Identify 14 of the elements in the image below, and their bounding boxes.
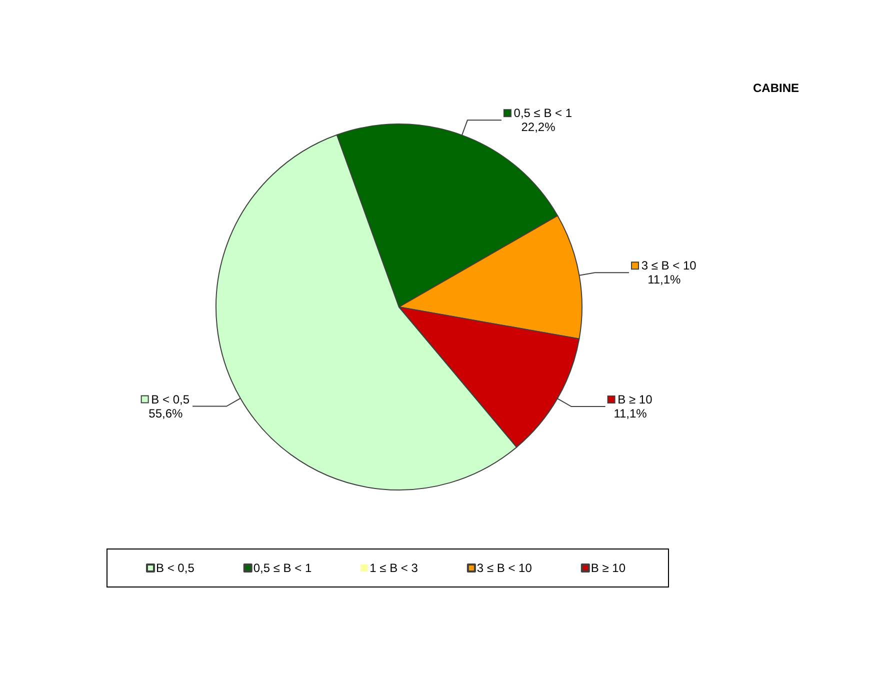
category-label: 3 ≤ B < 10 [476,561,532,575]
data-label: 11,1% [648,272,682,287]
data-label: 22,2% [521,120,556,134]
category-label: 0,5 ≤ B < 1 [253,561,312,575]
legend-label: 0,5 ≤ B < 1 [510,106,572,120]
category-label: B < 0,5 [156,561,194,575]
legend-label: B ≥ 10 [614,392,653,407]
data-label: 55,6% [148,406,184,420]
category-label: B ≥ 10 [590,561,626,575]
data-label: 11,1% [614,406,648,421]
text: CABINE [753,81,800,95]
legend-label: B < 0,5 [148,392,190,406]
legend-label: 3 ≤ B < 10 [638,258,697,273]
legend-label: 1 ≤ B < 3 [370,561,418,575]
